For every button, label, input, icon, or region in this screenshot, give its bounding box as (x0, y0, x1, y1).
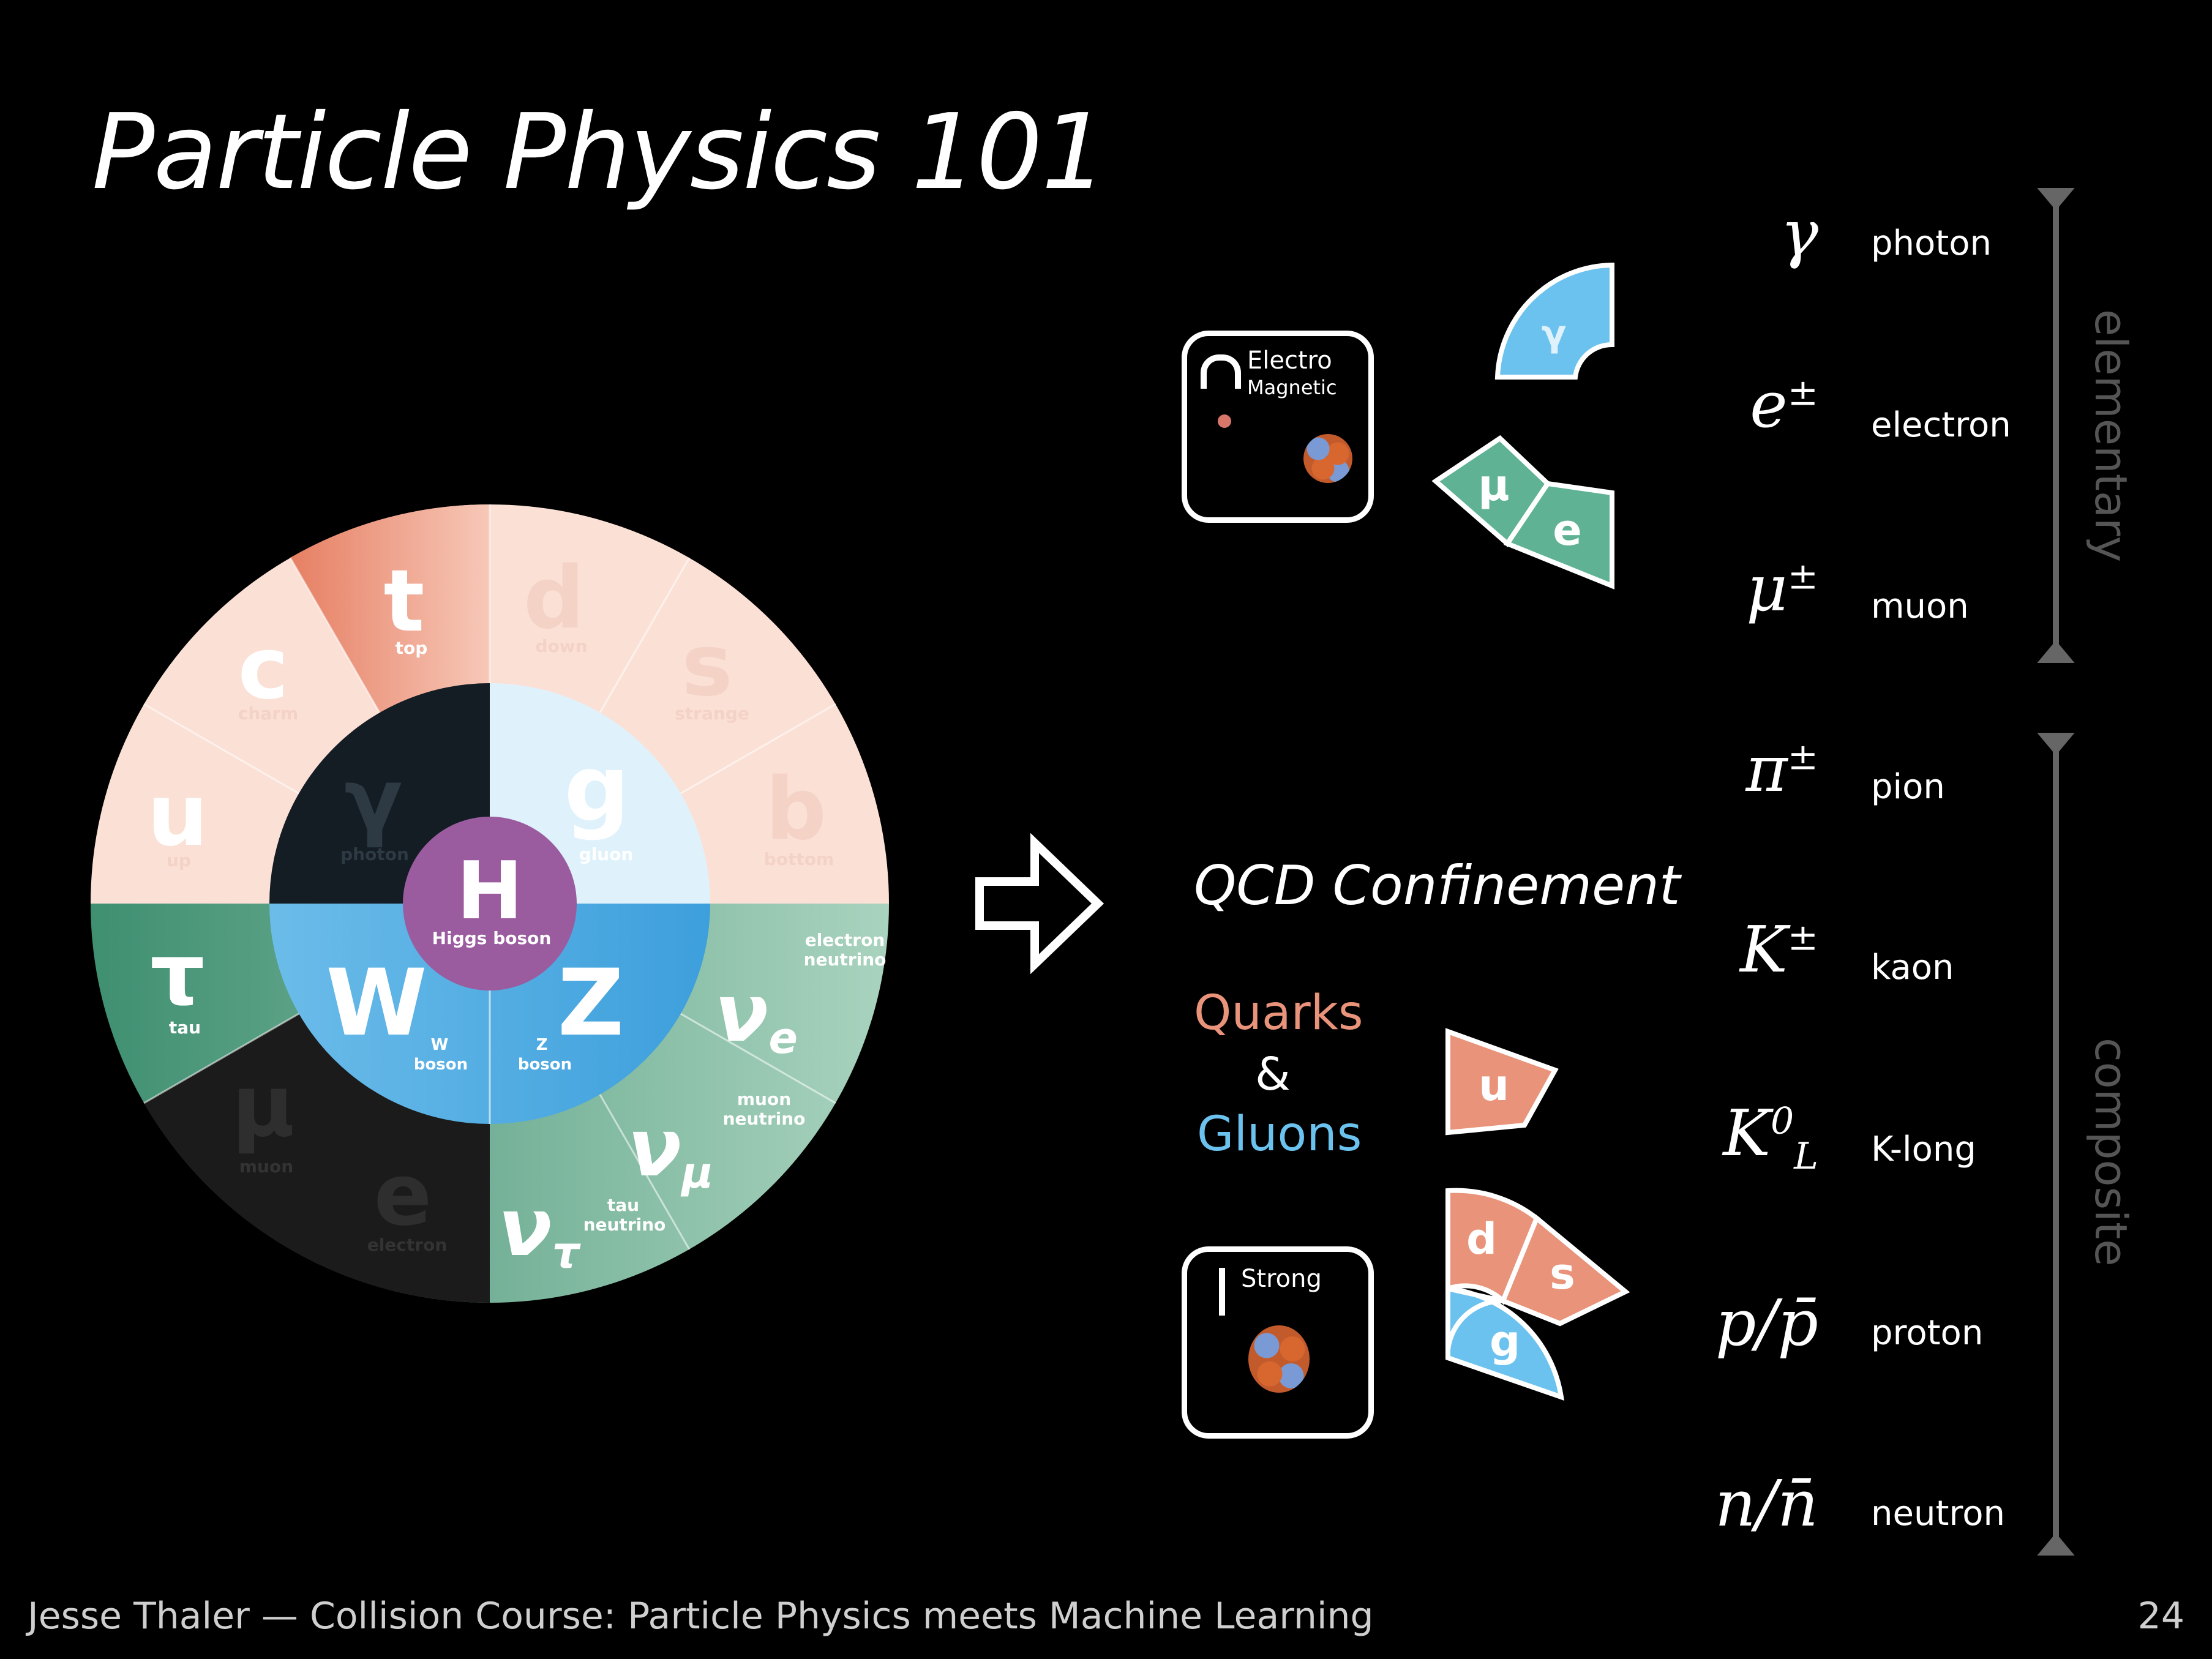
up-label: up (167, 850, 191, 871)
z-label-sub: boson (518, 1055, 572, 1074)
down-label: down (535, 636, 587, 656)
particle-name-kaon: kaon (1871, 948, 1954, 987)
particle-symbol-muon: μ± (1746, 551, 1818, 626)
tau-neutrino-symbol: ντ (498, 1181, 581, 1278)
charm-label: charm (238, 703, 298, 724)
particle-symbol-electron: e± (1750, 367, 1818, 442)
down-symbol: d (523, 549, 585, 648)
particle-name-muon: muon (1871, 586, 1969, 626)
down-tile-symbol: d (1466, 1214, 1497, 1264)
top-label: top (396, 638, 428, 658)
atom-icon (1303, 434, 1352, 483)
electron-neutrino-label-1: electron (805, 930, 885, 950)
strong-force-box: Strong (1182, 1246, 1374, 1439)
particle-symbol-neutron: n/n̄ (1715, 1466, 1818, 1541)
bottom-symbol: b (765, 760, 827, 859)
z-symbol: Z (558, 950, 624, 1057)
w-label-sub: boson (414, 1055, 468, 1074)
particle-symbol-photon: γ (1780, 196, 1818, 271)
electron-label: electron (367, 1235, 448, 1255)
particle-name-proton: proton (1871, 1313, 1984, 1353)
magnet-icon (1201, 354, 1241, 389)
strange-tile-symbol: s (1550, 1249, 1575, 1299)
tau-neutrino-label-1: tau (607, 1195, 639, 1215)
ampersand-label: & (1255, 1048, 1291, 1101)
muon-neutrino-label-2: neutrino (723, 1109, 806, 1129)
z-label: Z (536, 1036, 548, 1054)
tau-label: tau (169, 1017, 201, 1038)
elementary-label: elementary (2085, 309, 2137, 563)
strange-symbol: s (681, 616, 732, 716)
tau-symbol: τ (150, 925, 204, 1025)
electron-dot-icon (1218, 414, 1231, 428)
tau-neutrino-label-2: neutrino (583, 1215, 666, 1235)
page-number: 24 (2137, 1595, 2184, 1638)
particle-name-k-long: K-long (1871, 1129, 1976, 1169)
electron-neutrino-label-2: neutrino (804, 949, 887, 970)
electromagnetic-force-box: Electro Magnetic (1182, 331, 1374, 523)
em-label-1: Electro (1247, 346, 1332, 375)
particle-name-neutron: neutron (1871, 1494, 2005, 1534)
muon-symbol: μ (231, 1057, 294, 1156)
higgs-symbol: H (457, 844, 523, 937)
particle-symbol-pion: π± (1745, 732, 1818, 806)
particle-symbol-proton: p/p̄ (1715, 1286, 1818, 1360)
w-label: W (431, 1036, 449, 1054)
arrow-icon (975, 833, 1104, 975)
particle-symbol-kaon: K± (1740, 912, 1818, 987)
gluon-label: gluon (579, 844, 634, 864)
particle-name-electron: electron (1871, 405, 2011, 445)
footer-text: Jesse Thaler — Collision Course: Particl… (28, 1595, 1374, 1638)
strong-label: Strong (1241, 1265, 1322, 1293)
higgs-circle (403, 817, 577, 991)
electron-symbol: e (374, 1145, 432, 1245)
photon-symbol: γ (344, 751, 402, 850)
photon-tile-symbol: γ (1542, 312, 1567, 355)
particle-symbol-k-long: K0L (1723, 1096, 1818, 1178)
up-tile-symbol: u (1479, 1060, 1509, 1110)
particle-name-pion: pion (1871, 767, 1945, 807)
strange-tile (1499, 1214, 1630, 1327)
electron-tile-symbol: e (1553, 505, 1581, 555)
electron-tile (1503, 481, 1614, 590)
higgs-label: Higgs boson (432, 928, 552, 948)
gluons-label: Gluons (1197, 1107, 1362, 1162)
muon-label: muon (239, 1156, 293, 1177)
em-label-2: Magnetic (1247, 376, 1337, 399)
bottom-label: bottom (764, 849, 834, 869)
gluon-symbol: g (564, 736, 629, 842)
qcd-confinement-label: QCD Confinement (1194, 854, 1681, 917)
up-symbol: u (147, 766, 208, 866)
charm-symbol: c (238, 619, 289, 719)
gluon-tile-symbol: g (1490, 1316, 1520, 1366)
muon-neutrino-label-1: muon (737, 1089, 791, 1109)
nucleus-icon (1248, 1325, 1310, 1393)
photon-tile (1494, 262, 1614, 380)
particle-name-photon: photon (1871, 223, 1992, 263)
composite-label: composite (2085, 1038, 2137, 1267)
up-tile (1445, 1028, 1559, 1136)
gluon-tile (1445, 1286, 1564, 1401)
slide-title: Particle Physics 101 (92, 92, 1108, 213)
top-symbol: t (384, 552, 425, 651)
screw-icon (1219, 1268, 1225, 1316)
quarks-label: Quarks (1194, 986, 1363, 1041)
w-symbol: W (326, 950, 427, 1057)
strange-label: strange (675, 703, 749, 724)
photon-label: photon (340, 844, 409, 864)
muon-tile-symbol: μ (1478, 460, 1510, 511)
